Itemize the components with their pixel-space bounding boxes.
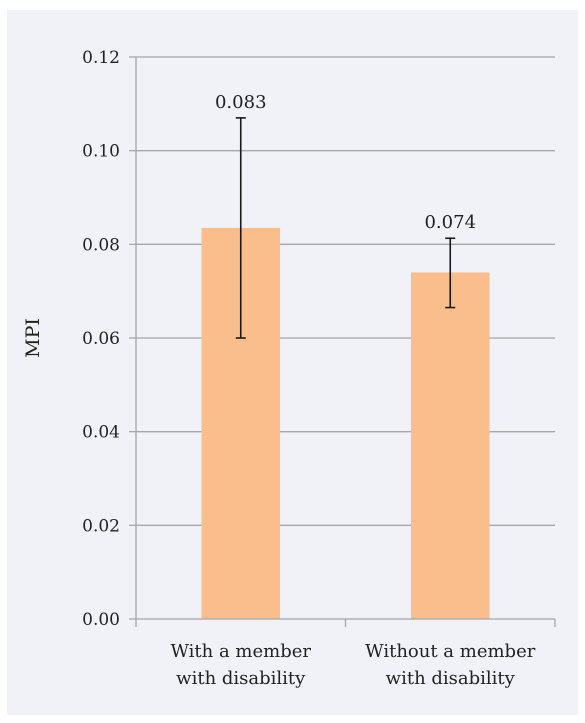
- data-label: 0.074: [424, 212, 476, 233]
- axes: [129, 56, 556, 627]
- y-tick-label: 0.04: [82, 423, 120, 443]
- y-tick-label: 0.02: [82, 516, 120, 536]
- x-category-label-line: with disability: [176, 668, 306, 689]
- x-category-label-line: with disability: [386, 668, 516, 689]
- y-tick-label: 0.12: [82, 48, 120, 68]
- y-axis-title: MPI: [22, 318, 44, 358]
- labels: 0.00 0.02 0.04 0.06 0.08 0.10 0.12 0.083 With a …: [82, 48, 536, 689]
- x-category-label-line: Without a member: [365, 641, 536, 662]
- y-tick-label: 0.10: [82, 142, 120, 162]
- y-tick-label: 0.08: [82, 235, 120, 255]
- bar: [410, 272, 490, 619]
- error-bars: [235, 117, 456, 339]
- x-category-label-line: With a member: [170, 641, 311, 662]
- y-tick-label: 0.00: [82, 610, 120, 630]
- y-tick-label: 0.06: [82, 329, 120, 349]
- data-label: 0.083: [215, 92, 267, 113]
- bar-chart: 0.00 0.02 0.04 0.06 0.08 0.10 0.12 0.083 With a …: [7, 10, 578, 715]
- x-category-label: With a member with disability: [170, 641, 311, 689]
- x-category-label: Without a member with disability: [365, 641, 536, 689]
- chart-container: 0.00 0.02 0.04 0.06 0.08 0.10 0.12 0.083 With a …: [7, 10, 578, 715]
